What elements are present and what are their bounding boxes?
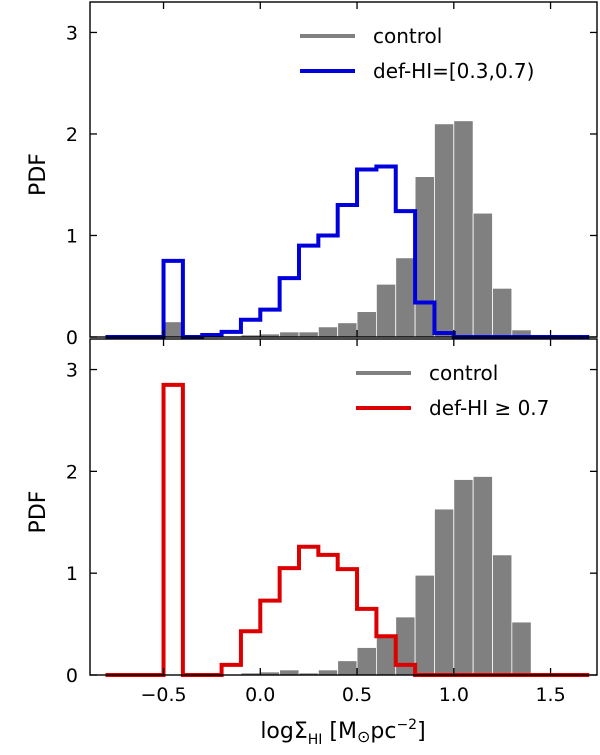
series-step-line [105,164,590,339]
legend-label: control [373,24,442,48]
histogram-bar [337,322,358,338]
y-tick-label: 3 [66,22,78,44]
y-tick-label: 0 [66,327,78,349]
histogram-bar [511,621,532,676]
histogram-bar [317,326,339,338]
x-tick-label: 1.5 [535,684,565,706]
histogram-bar [434,508,455,676]
y-tick-label: 2 [66,461,78,483]
histogram-bar [317,669,339,676]
legend-label: control [429,361,498,385]
x-axis-label-part: ⊙ [357,727,370,746]
histogram-bar [356,647,377,676]
histogram-bar [279,331,300,338]
histogram-bar [375,283,397,338]
histogram-bar [414,176,435,338]
panel-1: 0 1 2 3 PDF control def-HI=[0.3,0.7) [26,1,598,349]
y-axis-label: PDF [26,491,51,534]
x-tick-label: −0.5 [140,684,186,706]
panel-2: −0.5 0.0 0.5 1.0 1.5 0 1 2 3 PDF control def-HI ≥ 0… [26,338,598,748]
legend-label: def-HI=[0.3,0.7) [373,59,534,83]
y-tick-label: 2 [66,124,78,146]
y-tick-label: 3 [66,360,78,382]
x-axis-label-part: [M [322,719,357,744]
axes-frame [89,338,598,676]
step-outline [105,164,590,339]
y-tick-label: 1 [66,225,78,247]
series-control-bars [240,476,532,676]
y-tick-label: 1 [66,563,78,585]
histogram-bar [375,636,397,676]
histogram-bar [279,669,300,676]
x-axis-label: logΣHI [M⊙pc−2] [260,717,425,748]
histogram-bar [453,120,474,338]
histogram-bar [298,331,319,338]
axes-frame [89,1,598,338]
x-axis-label-part: HI [308,732,323,748]
histogram-bar [337,660,358,676]
histogram-bar [163,321,184,338]
histogram-bar [472,476,493,676]
x-tick-label: 0.5 [342,684,372,706]
histogram-bar [414,574,435,676]
histogram-bar [453,479,474,676]
x-axis-label-part: ] [417,719,426,744]
histogram-bar [356,311,377,338]
histogram-bar [492,287,513,338]
histogram-bar [492,554,513,676]
x-axis-label-part: −2 [396,717,417,733]
series-control-bars [163,120,532,338]
y-tick-label: 0 [66,665,78,687]
x-axis-label-part: logΣ [260,719,307,744]
x-tick-label: 1.0 [439,684,469,706]
x-tick-label: 0.0 [245,684,275,706]
y-axis-label: PDF [26,153,51,196]
histogram-bar [395,257,416,338]
histogram-bar [434,123,455,338]
x-axis-label-part: pc [370,719,396,744]
histogram-bar [472,212,493,338]
legend-label: def-HI ≥ 0.7 [429,396,549,420]
